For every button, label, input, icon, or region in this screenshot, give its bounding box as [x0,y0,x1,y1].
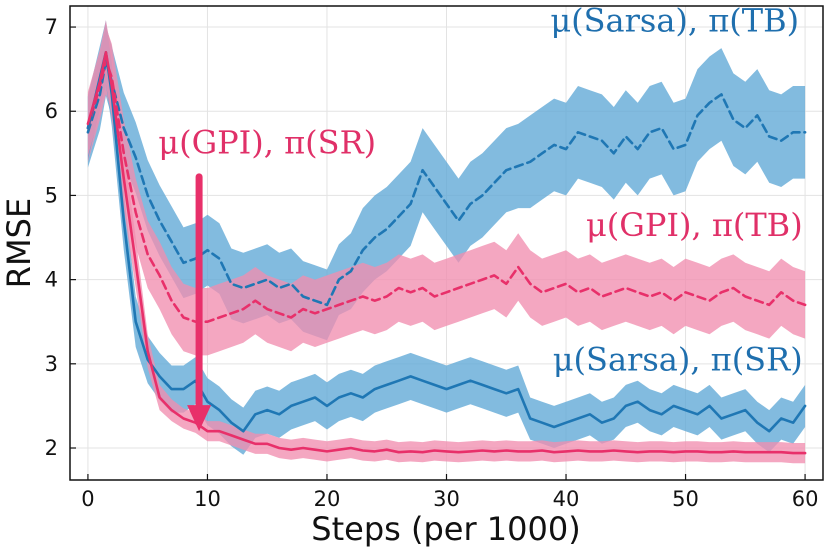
annotation-label: μ(GPI), π(TB) [586,206,803,244]
y-tick-label: 6 [45,99,58,123]
arrow-head [187,405,212,432]
annotation-label: μ(Sarsa), π(SR) [553,341,803,379]
x-tick-label: 60 [792,487,819,511]
x-tick-label: 30 [433,487,460,511]
annotation-label: μ(Sarsa), π(TB) [550,1,799,39]
x-axis-title: Steps (per 1000) [311,510,580,548]
y-tick-label: 3 [45,352,58,376]
band-μ(GPI), π(TB) [87,27,806,356]
y-tick-label: 2 [45,436,58,460]
arrow-annotation [187,173,212,432]
x-tick-label: 20 [314,487,341,511]
series-annotations: μ(Sarsa), π(TB) μ(GPI), π(SR) μ(GPI), π(TB… [158,1,802,378]
x-tick-label: 40 [553,487,580,511]
x-tick-label: 0 [81,487,94,511]
x-tick-label: 50 [672,487,699,511]
y-axis-title: RMSE [0,198,38,288]
y-tick-label: 5 [45,183,58,207]
x-axis-ticks: 0 10 20 30 40 50 60 [81,474,818,511]
confidence-bands [87,20,806,464]
band-μ(Sarsa), π(TB) [87,25,806,341]
x-tick-label: 10 [194,487,221,511]
y-tick-label: 7 [45,15,58,39]
y-tick-label: 4 [45,268,58,292]
annotation-label: μ(GPI), π(SR) [158,123,376,161]
band-μ(Sarsa), π(SR) [87,20,806,455]
y-axis-ticks: 2 3 4 5 6 7 [45,15,76,460]
